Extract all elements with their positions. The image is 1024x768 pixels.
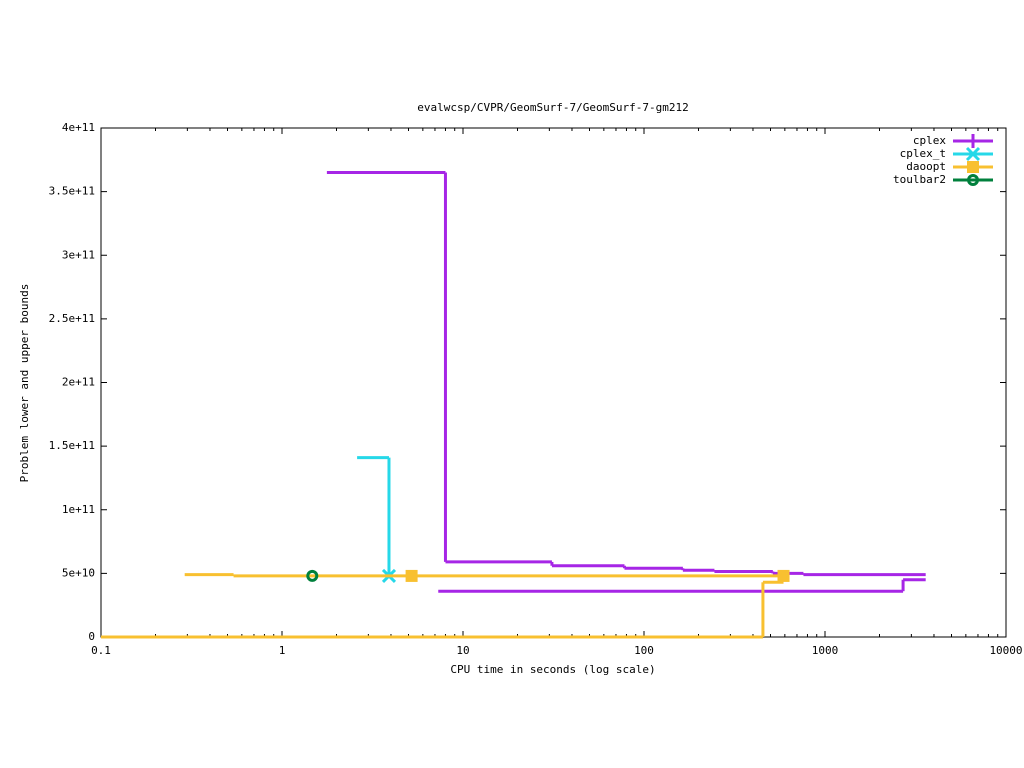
marker	[306, 569, 319, 582]
marker	[965, 146, 981, 162]
x-tick-label: 0.1	[91, 644, 111, 657]
y-tick-label: 1.5e+11	[49, 439, 95, 452]
x-tick-label: 1	[279, 644, 286, 657]
y-tick-label: 5e+10	[62, 566, 95, 579]
marker	[966, 134, 980, 148]
x-tick-label: 10	[456, 644, 469, 657]
x-axis-label: CPU time in seconds (log scale)	[450, 663, 655, 676]
y-tick-label: 2e+11	[62, 376, 95, 389]
marker	[967, 174, 979, 186]
legend-label: daoopt	[906, 160, 946, 173]
y-tick-label: 4e+11	[62, 121, 95, 134]
x-tick-label: 1000	[812, 644, 839, 657]
legend-label: cplex_t	[900, 147, 946, 160]
legend-label: toulbar2	[893, 173, 946, 186]
y-tick-label: 3e+11	[62, 248, 95, 261]
y-tick-label: 0	[88, 630, 95, 643]
chart-title: evalwcsp/CVPR/GeomSurf-7/GeomSurf-7-gm21…	[417, 101, 689, 114]
marker	[405, 569, 418, 582]
plot-frame	[100, 127, 1007, 638]
y-tick-label: 1e+11	[62, 503, 95, 516]
marker	[967, 161, 979, 173]
legend-label: cplex	[913, 134, 946, 147]
y-axis-label: Problem lower and upper bounds	[18, 284, 31, 483]
x-tick-label: 10000	[989, 644, 1022, 657]
y-tick-label: 3.5e+11	[49, 185, 95, 198]
marker	[777, 569, 790, 582]
y-tick-label: 2.5e+11	[49, 312, 95, 325]
x-tick-label: 100	[634, 644, 654, 657]
